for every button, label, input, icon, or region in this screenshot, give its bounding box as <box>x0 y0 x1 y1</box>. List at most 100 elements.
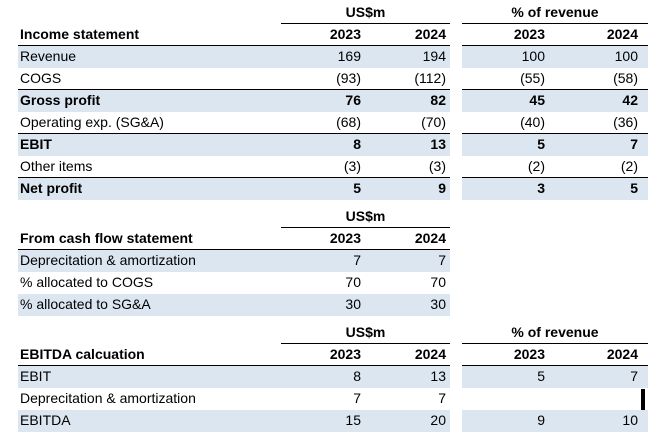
value-cell[interactable]: (2) <box>555 156 648 178</box>
year-header[interactable]: 2024 <box>555 344 648 367</box>
value-cell[interactable]: 7 <box>281 250 365 272</box>
group-gap <box>450 46 462 68</box>
table-row-ebit: EBIT 8 13 5 7 <box>18 134 648 156</box>
year-header[interactable]: 2023 <box>281 24 365 47</box>
value-cell[interactable]: (70) <box>365 112 450 134</box>
year-header[interactable]: 2023 <box>462 344 555 367</box>
group-gap <box>450 388 462 410</box>
value-cell[interactable]: 7 <box>555 366 648 388</box>
row-label[interactable]: EBIT <box>18 134 281 156</box>
value-cell[interactable]: 30 <box>365 294 450 316</box>
pct-of-revenue-header <box>462 206 648 228</box>
value-cell[interactable]: 8 <box>281 366 365 388</box>
row-label[interactable]: EBITDA <box>18 410 281 432</box>
section-from-cash-flow-statement: US$m From cash flow statement 2023 2024 Depr… <box>18 206 648 316</box>
value-cell[interactable]: 10 <box>555 410 648 432</box>
value-cell[interactable]: 76 <box>281 90 365 112</box>
value-cell[interactable]: 8 <box>281 134 365 156</box>
row-label[interactable]: Other items <box>18 156 281 178</box>
year-header[interactable]: 2023 <box>281 228 365 251</box>
value-cell[interactable]: 70 <box>345 274 361 290</box>
value-cell[interactable]: 5 <box>462 366 555 388</box>
value-cell <box>555 250 648 272</box>
pct-of-revenue-header: % of revenue <box>462 322 648 344</box>
row-label[interactable]: % allocated to SG&A <box>18 294 281 316</box>
row-label[interactable]: EBIT <box>18 366 281 388</box>
value-cell[interactable]: (112) <box>365 68 450 90</box>
value-cell[interactable]: 42 <box>555 90 648 112</box>
value-cell[interactable]: 194 <box>365 46 450 68</box>
value-cell[interactable]: (40) <box>462 112 555 134</box>
row-label[interactable]: COGS <box>18 68 281 90</box>
spacer-cell <box>18 2 281 24</box>
value-cell[interactable]: 45 <box>462 90 555 112</box>
unit-header: US$m <box>281 206 450 228</box>
column-header-row: EBITDA calcuation 2023 2024 2023 2024 <box>18 344 648 367</box>
value-cell[interactable]: 5 <box>462 134 555 156</box>
text-cursor <box>641 389 645 410</box>
value-cell[interactable]: 7 <box>365 250 450 272</box>
value-cell[interactable]: 169 <box>281 46 365 68</box>
row-label[interactable]: Deprecitation & amortization <box>18 250 281 272</box>
group-gap <box>450 272 462 294</box>
pct-of-revenue-header: % of revenue <box>462 2 648 24</box>
table-row-allocated-to-sg-a: % allocated to SG&A 30 30 <box>18 294 648 316</box>
value-cell[interactable]: 5 <box>555 178 648 200</box>
year-header[interactable]: 2024 <box>365 228 450 251</box>
value-cell[interactable]: (3) <box>365 156 450 178</box>
row-label[interactable]: Operating exp. (SG&A) <box>18 112 281 134</box>
table-row-other-items: Other items (3) (3) (2) (2) <box>18 156 648 178</box>
value-cell[interactable] <box>555 388 648 410</box>
value-cell[interactable]: 13 <box>365 366 450 388</box>
value-cell[interactable]: 7 <box>555 134 648 156</box>
value-cell[interactable]: (3) <box>281 156 365 178</box>
year-header[interactable]: 2023 <box>281 344 365 367</box>
year-header[interactable]: 2024 <box>365 24 450 47</box>
financial-model-sheet: US$m% of revenue Income statement 2023 2024… <box>18 2 648 438</box>
value-cell[interactable] <box>462 388 555 410</box>
year-header[interactable]: 2023 <box>462 24 555 47</box>
year-header[interactable]: 2024 <box>365 344 450 367</box>
row-label[interactable]: Gross profit <box>18 90 281 112</box>
group-gap <box>450 156 462 178</box>
value-cell[interactable]: 30 <box>281 294 365 316</box>
table-row-net-profit: Net profit 5 9 3 5 <box>18 178 648 200</box>
year-header[interactable]: 2024 <box>555 24 648 47</box>
value-cell[interactable]: 20 <box>365 410 450 432</box>
value-cell[interactable]: 9 <box>365 178 450 200</box>
group-gap <box>450 134 462 156</box>
value-cell[interactable]: 70 <box>430 274 446 290</box>
value-cell[interactable]: 5 <box>281 178 365 200</box>
value-cell[interactable]: (36) <box>555 112 648 134</box>
table-row-cogs: COGS (93) (112) (55) (58) <box>18 68 648 90</box>
value-cell[interactable]: (58) <box>555 68 648 90</box>
value-cell[interactable]: (93) <box>281 68 365 90</box>
value-cell[interactable]: 100 <box>462 46 555 68</box>
value-cell[interactable]: 82 <box>365 90 450 112</box>
row-label[interactable]: Revenue <box>18 46 281 68</box>
row-label[interactable]: Deprecitation & amortization <box>20 390 196 406</box>
table-row-ebit: EBIT 8 13 5 7 <box>18 366 648 388</box>
row-label[interactable]: % allocated to COGS <box>20 274 154 290</box>
value-cell[interactable]: (55) <box>462 68 555 90</box>
value-cell[interactable]: (68) <box>281 112 365 134</box>
group-gap <box>450 250 462 272</box>
value-cell[interactable]: (2) <box>462 156 555 178</box>
section-title[interactable]: From cash flow statement <box>18 228 281 251</box>
group-gap <box>450 322 462 344</box>
table-row-deprecitation-amortization: Deprecitation & amortization 7 7 <box>18 250 648 272</box>
value-cell[interactable]: 3 <box>462 178 555 200</box>
value-cell <box>462 272 555 294</box>
value-cell[interactable]: 15 <box>281 410 365 432</box>
table-row-ebitda: EBITDA 15 20 9 10 <box>18 410 648 432</box>
unit-header-row: US$m <box>18 206 648 228</box>
value-cell[interactable]: 7 <box>353 390 361 406</box>
value-cell[interactable]: 100 <box>555 46 648 68</box>
row-label[interactable]: Net profit <box>18 178 281 200</box>
section-title[interactable]: Income statement <box>18 24 281 47</box>
value-cell <box>555 294 648 316</box>
value-cell[interactable]: 9 <box>462 410 555 432</box>
value-cell[interactable]: 7 <box>438 390 446 406</box>
section-title[interactable]: EBITDA calcuation <box>18 344 281 367</box>
value-cell[interactable]: 13 <box>365 134 450 156</box>
